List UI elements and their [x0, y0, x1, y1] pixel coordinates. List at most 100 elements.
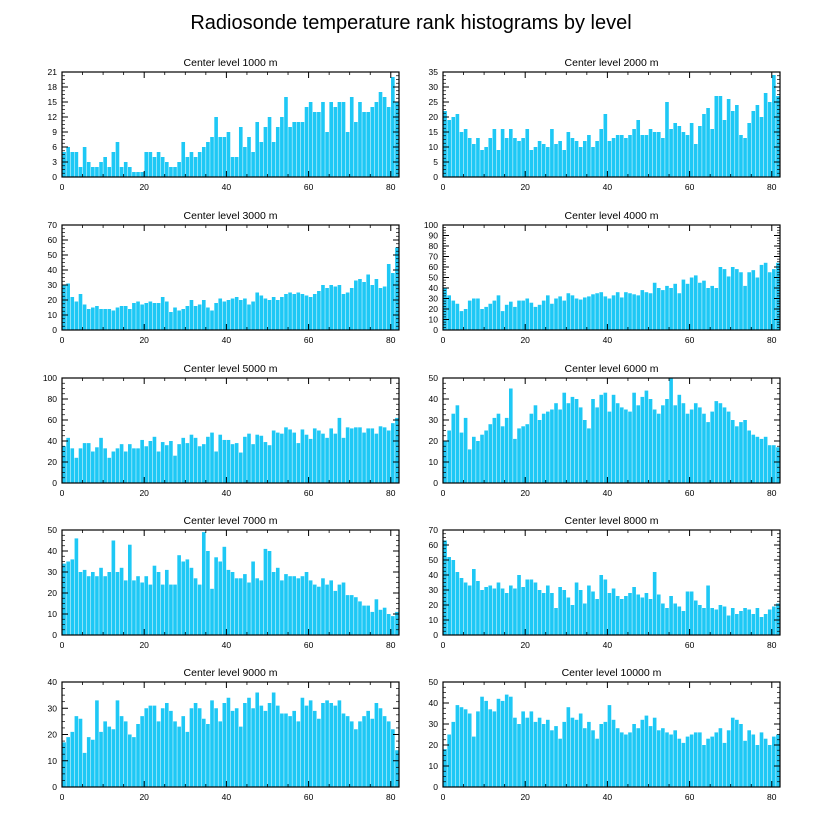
histogram-bar — [308, 297, 313, 330]
histogram-bar — [128, 444, 132, 483]
histogram-bar — [107, 726, 112, 788]
histogram-bar — [386, 614, 391, 635]
histogram-bar — [62, 152, 66, 177]
histogram-bar — [689, 123, 694, 177]
histogram-bar — [378, 609, 383, 635]
histogram-bar — [599, 575, 604, 635]
y-tick-label: 50 — [429, 273, 439, 283]
histogram-bar — [267, 703, 272, 787]
histogram-bar — [751, 270, 756, 330]
histogram-bar — [111, 451, 116, 483]
histogram-bar — [582, 420, 587, 483]
histogram-bar — [86, 737, 91, 788]
histogram-bar — [95, 447, 99, 483]
histogram-bar — [312, 428, 317, 483]
histogram-bar — [148, 705, 153, 788]
histogram-bar — [243, 298, 247, 330]
histogram-bar — [529, 711, 534, 787]
histogram-bar — [255, 434, 260, 483]
histogram-bar — [640, 290, 645, 330]
histogram-bar — [504, 417, 509, 483]
histogram-bar — [119, 567, 124, 635]
histogram-bar — [476, 711, 480, 787]
x-tick-label: 40 — [603, 182, 613, 192]
histogram-bar — [177, 726, 181, 788]
histogram-bar — [755, 745, 760, 787]
histogram-bar — [619, 135, 624, 177]
histogram-bar — [243, 574, 247, 635]
histogram-bar — [656, 594, 661, 635]
histogram-bar — [541, 593, 546, 635]
histogram-bar — [177, 444, 181, 483]
histogram-bar — [693, 403, 698, 483]
histogram-bar — [747, 272, 751, 330]
histogram-bar — [173, 167, 177, 177]
y-tick-label: 15 — [429, 127, 439, 137]
histogram-bar — [374, 102, 379, 177]
histogram-bar — [78, 167, 83, 177]
histogram-bar — [661, 603, 665, 635]
histogram-bar — [574, 582, 579, 635]
histogram-bar — [574, 399, 579, 483]
histogram-bar — [537, 717, 542, 787]
histogram-bar — [504, 593, 509, 635]
histogram-bar — [624, 138, 628, 177]
histogram-bar — [685, 413, 690, 483]
histogram-bar — [349, 97, 354, 177]
y-tick-label: 20 — [48, 730, 58, 740]
histogram-bar — [288, 716, 292, 788]
histogram-bar — [74, 152, 79, 177]
histogram-bar — [99, 437, 103, 483]
x-tick-label: 80 — [386, 488, 396, 498]
histogram-bar — [341, 713, 346, 787]
x-tick-label: 80 — [386, 182, 396, 192]
histogram-bar — [484, 306, 488, 330]
histogram-bar — [362, 282, 366, 330]
histogram-bar — [206, 142, 210, 177]
histogram-bar — [201, 718, 206, 787]
histogram-bar — [280, 713, 284, 787]
histogram-bar — [317, 112, 321, 177]
y-tick-label: 40 — [429, 570, 439, 580]
histogram-bar — [214, 708, 218, 787]
histogram-bar — [500, 311, 505, 330]
histogram-bar — [91, 572, 95, 635]
histogram-bar — [271, 572, 276, 635]
histogram-bar — [451, 413, 456, 483]
histogram-bar — [123, 306, 128, 330]
histogram-bar — [132, 737, 136, 788]
histogram-bar — [337, 584, 342, 635]
histogram-bar — [70, 731, 75, 788]
histogram-bar — [218, 298, 223, 330]
histogram-bar — [591, 294, 595, 330]
histogram-bar — [533, 306, 538, 330]
histogram-bar — [747, 430, 751, 483]
histogram-bar — [759, 117, 764, 177]
histogram-bar — [230, 298, 235, 330]
x-tick-label: 40 — [222, 792, 232, 802]
x-tick-label: 60 — [304, 182, 314, 192]
x-tick-label: 20 — [520, 182, 530, 192]
histogram-bar — [476, 441, 480, 483]
x-tick-label: 0 — [60, 792, 65, 802]
histogram-bar — [562, 721, 567, 787]
histogram-bar — [115, 700, 120, 788]
x-tick-label: 20 — [139, 182, 149, 192]
histogram-bar — [615, 596, 620, 635]
histogram-bar — [325, 584, 329, 635]
histogram-bar — [62, 742, 66, 788]
histogram-bar — [197, 446, 202, 483]
histogram-bar — [395, 750, 399, 787]
histogram-bar — [296, 292, 301, 330]
histogram-bar — [173, 307, 177, 330]
histogram-bar — [743, 608, 747, 635]
histogram-bar — [95, 167, 99, 177]
histogram-bar — [230, 444, 235, 483]
histogram-bar — [321, 703, 325, 787]
histogram-bar — [521, 426, 525, 483]
histogram-bar — [562, 392, 567, 483]
histogram-bar — [164, 162, 169, 177]
histogram-bar — [103, 157, 107, 177]
histogram-bar — [280, 297, 284, 330]
